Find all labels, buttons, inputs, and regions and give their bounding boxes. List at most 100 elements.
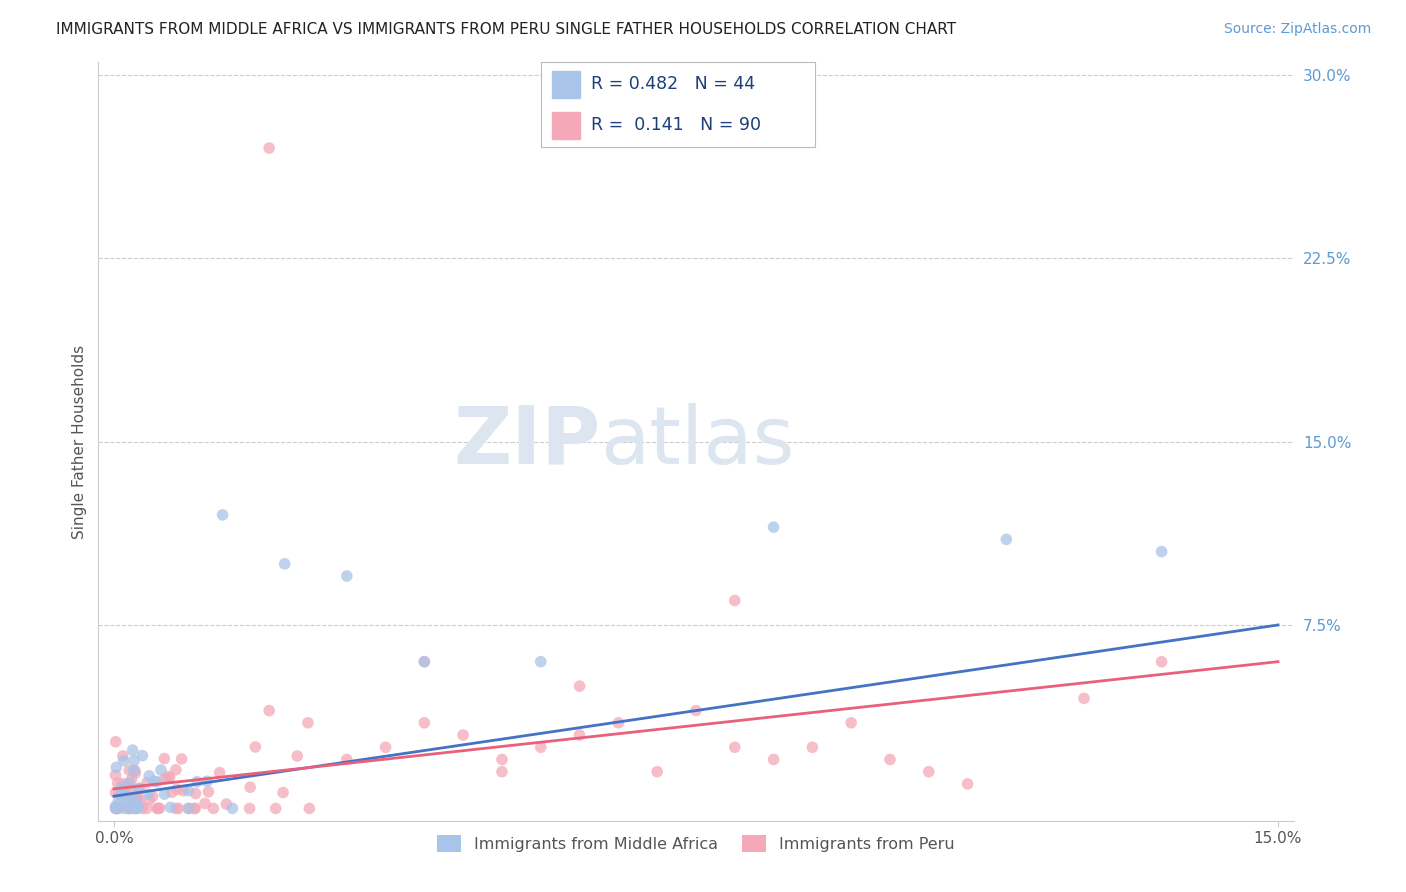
Point	[142, 774, 165, 789]
Point	[124, 793, 146, 807]
Point	[724, 740, 747, 755]
Point	[142, 789, 165, 804]
Point	[138, 792, 160, 806]
Point	[879, 752, 901, 766]
Point	[146, 801, 169, 815]
Point	[122, 764, 145, 778]
Point	[221, 801, 243, 815]
Point	[118, 775, 141, 789]
Point	[159, 771, 181, 785]
Point	[762, 752, 785, 766]
Bar	[553, 71, 579, 98]
Point	[762, 520, 785, 534]
Legend: Immigrants from Middle Africa, Immigrants from Peru: Immigrants from Middle Africa, Immigrant…	[432, 829, 960, 858]
Point	[124, 801, 146, 815]
Point	[118, 791, 141, 805]
Point	[568, 728, 591, 742]
Point	[285, 749, 308, 764]
Point	[136, 775, 159, 789]
Point	[121, 801, 143, 815]
Point	[165, 763, 187, 777]
Point	[166, 782, 188, 797]
Point	[104, 799, 127, 814]
Point	[530, 740, 553, 755]
Point	[131, 801, 153, 815]
Point	[104, 801, 127, 815]
Point	[146, 774, 169, 789]
Text: R =  0.141   N = 90: R = 0.141 N = 90	[591, 116, 761, 134]
Point	[107, 801, 129, 815]
Point	[127, 791, 149, 805]
Point	[153, 751, 176, 765]
Point	[149, 763, 172, 777]
Point	[107, 800, 129, 814]
Point	[801, 740, 824, 755]
Point	[104, 768, 127, 782]
Point	[117, 789, 139, 804]
Point	[108, 787, 131, 801]
Point	[530, 655, 553, 669]
Point	[451, 728, 474, 742]
Point	[165, 801, 187, 815]
Point	[110, 796, 132, 810]
Point	[118, 801, 141, 815]
Point	[159, 800, 181, 814]
Point	[131, 748, 153, 763]
Point	[374, 740, 396, 755]
Text: atlas: atlas	[600, 402, 794, 481]
Point	[107, 795, 129, 809]
Point	[177, 801, 200, 815]
Point	[118, 776, 141, 790]
Point	[568, 679, 591, 693]
Point	[105, 801, 128, 815]
Point	[111, 786, 134, 800]
Point	[111, 785, 134, 799]
Text: IMMIGRANTS FROM MIDDLE AFRICA VS IMMIGRANTS FROM PERU SINGLE FATHER HOUSEHOLDS C: IMMIGRANTS FROM MIDDLE AFRICA VS IMMIGRA…	[56, 22, 956, 37]
Point	[918, 764, 941, 779]
Point	[298, 801, 321, 815]
Point	[685, 704, 707, 718]
Point	[149, 801, 172, 815]
Point	[956, 777, 979, 791]
Point	[110, 780, 132, 795]
Point	[105, 760, 128, 774]
Point	[184, 801, 207, 815]
Point	[264, 801, 287, 815]
Point	[112, 754, 135, 768]
Bar	[553, 112, 579, 139]
Point	[607, 715, 630, 730]
Point	[1073, 691, 1095, 706]
Point	[105, 801, 128, 815]
Point	[184, 787, 207, 801]
Point	[153, 787, 176, 801]
Point	[1150, 544, 1173, 558]
Point	[336, 752, 359, 766]
Point	[122, 792, 145, 806]
Point	[128, 781, 150, 796]
Point	[104, 735, 127, 749]
Point	[124, 764, 146, 778]
Point	[1150, 655, 1173, 669]
Point	[107, 776, 129, 790]
Point	[186, 774, 208, 789]
Point	[413, 655, 436, 669]
Point	[146, 801, 169, 815]
Point	[121, 743, 143, 757]
Text: R = 0.482   N = 44: R = 0.482 N = 44	[591, 76, 755, 94]
Point	[413, 715, 436, 730]
Point	[105, 801, 128, 815]
Point	[995, 533, 1018, 547]
Point	[202, 801, 225, 815]
Point	[167, 801, 190, 815]
Point	[271, 786, 294, 800]
Point	[336, 569, 359, 583]
Point	[211, 508, 233, 522]
Point	[118, 801, 141, 815]
Point	[183, 801, 205, 815]
Point	[127, 799, 149, 814]
Text: Source: ZipAtlas.com: Source: ZipAtlas.com	[1223, 22, 1371, 37]
Point	[118, 801, 141, 815]
Point	[257, 704, 280, 718]
Point	[135, 801, 157, 815]
Point	[491, 764, 513, 779]
